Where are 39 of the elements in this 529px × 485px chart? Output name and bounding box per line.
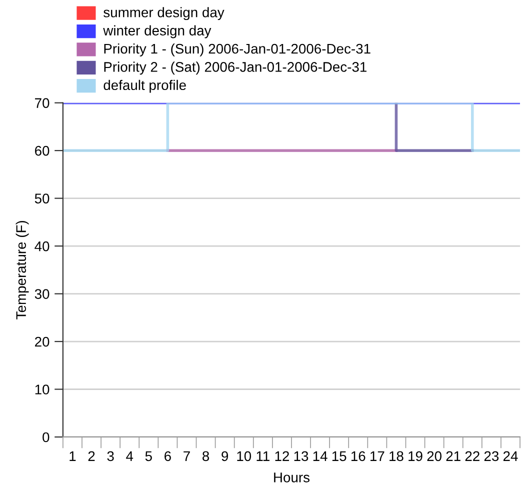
x-tick-label: 20 [427,451,442,462]
x-tick-label: 16 [351,451,366,462]
x-tick-label: 14 [313,451,328,461]
x-tick-label: 17 [370,451,384,461]
y-tick-label: 0 [42,432,50,442]
y-tick-label: 20 [35,336,50,347]
y-tick-label: 40 [34,241,50,252]
x-tick-label: 3 [107,451,114,462]
x-tick-label: 21 [446,451,460,461]
legend-label: winter design day [103,25,212,38]
x-tick-label: 22 [465,451,480,461]
x-tick-label: 24 [503,451,518,461]
x-tick-label: 11 [256,451,270,461]
x-tick-label: 13 [294,451,308,462]
x-tick-label: 6 [164,451,171,462]
x-tick-label: 23 [484,451,499,462]
y-tick-label: 50 [34,194,50,204]
y-tick-label: 60 [35,146,50,156]
x-tick-label: 12 [275,451,289,461]
x-axis-title: Hours [274,472,310,482]
x-tick-label: 10 [237,451,252,462]
y-tick-label: 70 [35,98,50,108]
x-tick-label: 4 [126,451,134,461]
x-tick-label: 7 [184,451,190,461]
legend-label: Priority 1 - (Sun) 2006-Jan-01-2006-Dec-31 [104,43,370,56]
x-tick-label: 19 [408,451,422,462]
legend-label: summer design day [104,7,224,20]
x-tick-label: 9 [222,451,228,462]
x-tick-label: 18 [390,451,404,462]
y-axis-title: Temperature (F) [16,220,29,320]
x-tick-label: 2 [88,451,95,461]
y-tick-label: 10 [35,384,50,394]
x-tick-label: 15 [332,451,346,462]
legend-label: Priority 2 - (Sat) 2006-Jan-01-2006-Dec-31 [104,62,366,75]
legend-label: default profile [104,80,186,93]
x-tick-label: 1 [70,451,76,461]
x-tick-label: 8 [202,451,210,462]
y-tick-label: 30 [34,289,50,299]
x-tick-label: 5 [145,451,152,462]
